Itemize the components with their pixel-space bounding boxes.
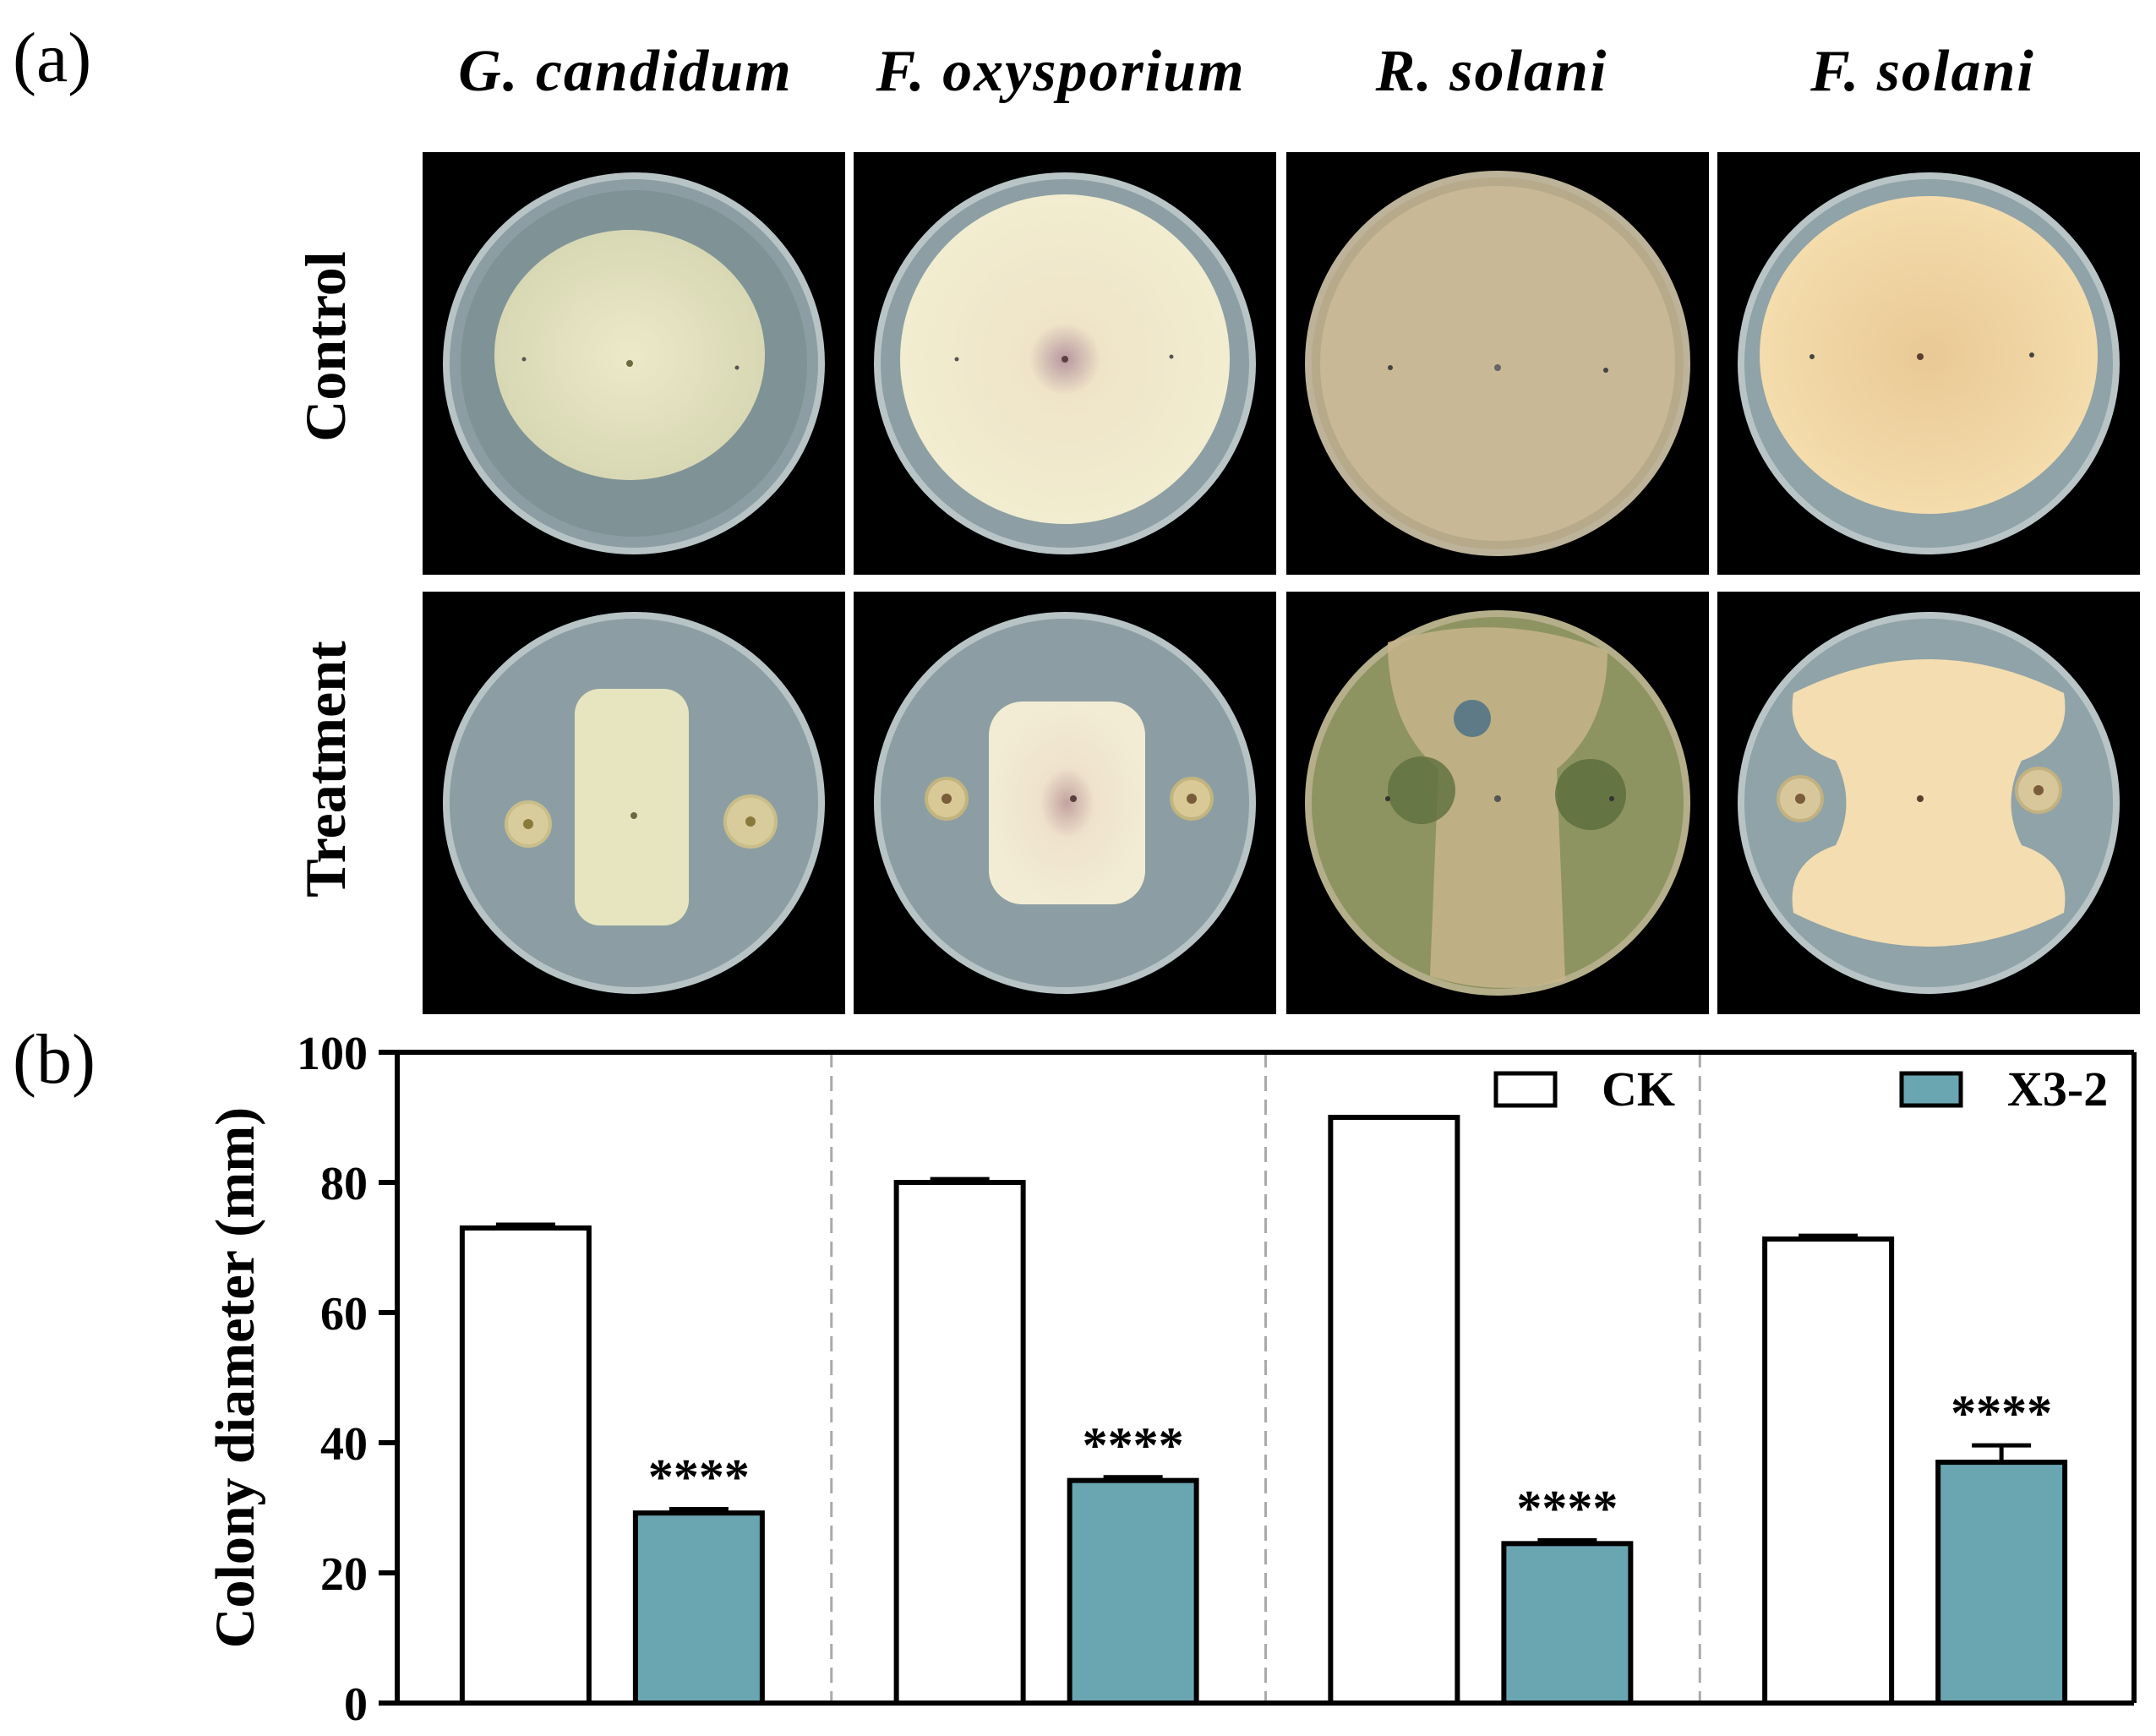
photo-treatment-f-oxysporium [854, 592, 1276, 1014]
bar-x3-2-2 [1501, 1541, 1634, 1706]
photo-control-r-solani [1286, 152, 1709, 575]
photo-treatment-g-candidum [423, 592, 845, 1014]
significance-annotation: **** [1951, 1385, 2052, 1441]
row-label-control: Control [293, 251, 358, 442]
significance-annotation: **** [1083, 1417, 1184, 1473]
legend-label-1: X3-2 [2007, 1062, 2108, 1116]
y-tick-label: 0 [344, 1679, 368, 1731]
significance-annotation: **** [648, 1449, 750, 1505]
bar-ck-3 [1762, 1236, 1895, 1706]
row-label-treatment: Treatment [293, 641, 358, 898]
bar-ck-1 [893, 1180, 1026, 1706]
photo-control-f-solani [1717, 152, 2140, 575]
bar-ck-2 [1328, 1115, 1460, 1706]
photo-control-g-candidum [423, 152, 845, 575]
photo-treatment-f-solani [1717, 592, 2140, 1014]
y-tick-label: 40 [320, 1418, 368, 1471]
legend-swatch-0 [1493, 1071, 1558, 1108]
significance-annotation: **** [1516, 1481, 1618, 1537]
bar-x3-2-1 [1067, 1477, 1199, 1706]
species-label-f-oxysporium: F. oxysporium [876, 39, 1246, 104]
panel-b-label: (b) [13, 1020, 96, 1099]
species-label-f-solani: F. solani [1810, 39, 2035, 104]
y-tick-label: 100 [297, 1028, 368, 1080]
y-tick-label: 80 [320, 1158, 368, 1210]
photo-control-f-oxysporium [854, 152, 1276, 575]
legend-swatch-1 [1899, 1071, 1963, 1108]
y-tick-label: 60 [320, 1288, 368, 1340]
species-label-r-solani: R. solani [1375, 39, 1608, 104]
photo-treatment-r-solani [1286, 592, 1709, 1014]
panel-a-label: (a) [13, 19, 92, 97]
bar-chart: 0 20 40 60 80 100 Colony diameter (mm) **** ****… [205, 1028, 2137, 1731]
bar-x3-2-3 [1935, 1460, 2068, 1706]
bar-ck-0 [459, 1225, 592, 1706]
species-label-g-candidum: G. candidum [458, 39, 793, 104]
bar-x3-2-0 [632, 1510, 765, 1706]
legend-label-0: CK [1602, 1062, 1675, 1116]
y-tick-label: 20 [320, 1548, 368, 1601]
y-axis-label: Colony diameter (mm) [205, 1107, 266, 1648]
